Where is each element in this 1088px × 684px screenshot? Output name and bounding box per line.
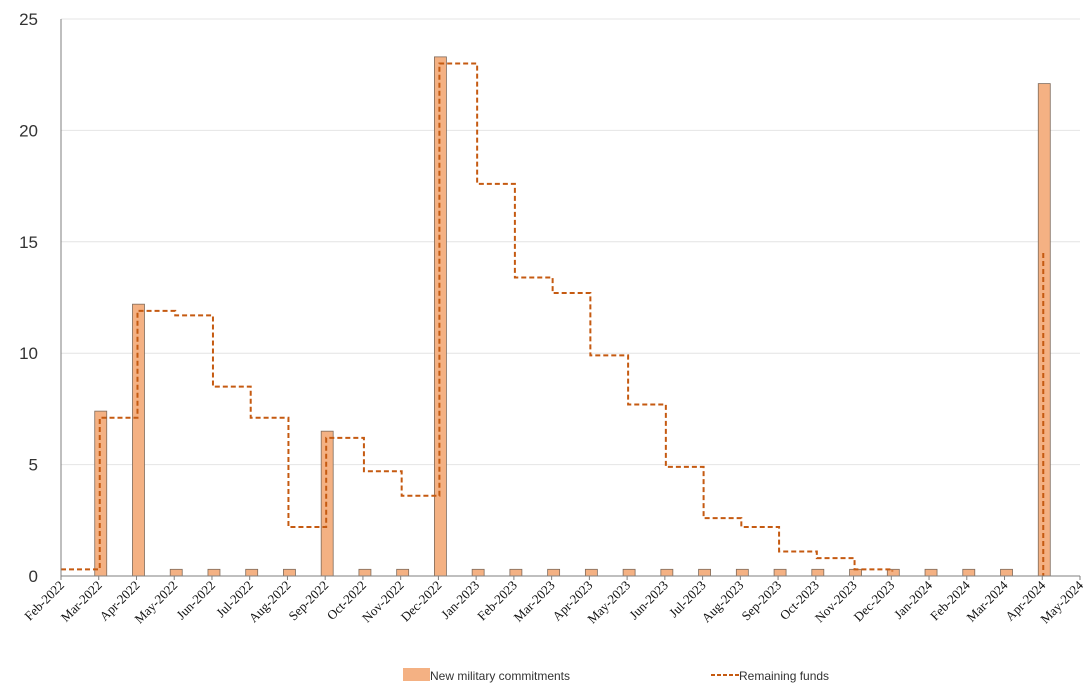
bar: [509, 568, 523, 577]
bar: [660, 568, 674, 577]
legend-swatch-bars: [403, 668, 430, 681]
gridlines: [61, 18, 1080, 466]
bar: [886, 568, 900, 577]
y-tick-labels: 0 5 10 15 20 25: [19, 10, 38, 586]
bar: [811, 568, 825, 577]
x-tick-label: Sep-2023: [738, 578, 784, 624]
legend-label-line: Remaining funds: [739, 669, 829, 683]
bar: [924, 568, 938, 577]
bar: [1000, 568, 1013, 577]
bar: [962, 568, 976, 577]
bar: [698, 568, 711, 577]
bar-series: [94, 56, 1051, 577]
y-tick-label: 25: [19, 10, 38, 29]
bar: [283, 568, 296, 577]
x-tick-label: Mar-2023: [511, 578, 558, 625]
x-tick-label: Jun-2022: [173, 578, 218, 623]
y-tick-label: 20: [19, 121, 38, 140]
x-tick-label: Dec-2022: [398, 578, 445, 625]
bar: [169, 568, 183, 577]
x-tick-label: Sep-2022: [285, 578, 331, 624]
axes: [60, 19, 1080, 577]
bar: [471, 568, 485, 577]
x-tick-label: Aug-2023: [699, 578, 747, 626]
bar: [735, 568, 749, 577]
bar: [547, 568, 561, 577]
bar: [773, 568, 787, 577]
bar: [396, 568, 410, 577]
bar: [207, 568, 221, 577]
x-tick-labels: Feb-2022Mar-2022Apr-2022May-2022Jun-2022…: [21, 576, 1086, 626]
x-tick-label: Dec-2023: [851, 578, 898, 625]
x-tick-label: Nov-2023: [812, 578, 860, 626]
bar: [245, 568, 259, 577]
y-tick-label: 10: [19, 344, 38, 363]
step-line-series: [61, 62, 1045, 576]
x-tick-label: Mar-2022: [58, 578, 105, 625]
bar: [849, 568, 862, 577]
legend: New military commitments Remaining funds: [403, 668, 829, 683]
bar: [584, 568, 598, 577]
x-tick-label: Jun-2023: [626, 578, 671, 623]
legend-label-bars: New military commitments: [430, 669, 570, 683]
y-tick-label: 5: [29, 456, 38, 475]
x-tick-label: Aug-2022: [246, 578, 294, 626]
y-tick-label: 0: [29, 567, 38, 586]
y-tick-label: 15: [19, 233, 38, 252]
bar: [622, 568, 636, 577]
x-tick-label: Mar-2024: [963, 577, 1011, 625]
bar: [358, 568, 372, 577]
x-tick-label: Nov-2022: [359, 578, 407, 626]
step-line: [61, 62, 1045, 576]
